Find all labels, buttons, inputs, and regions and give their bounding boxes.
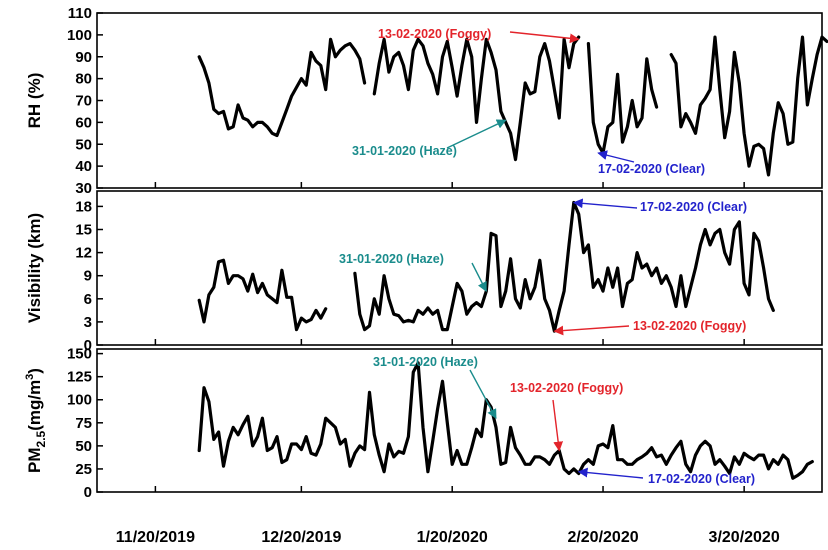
annotation-arrow [471,262,487,292]
annotation-label: 13-02-2020 (Foggy) [510,381,623,395]
series-line-segment-2 [353,200,775,333]
y-tick-label: 6 [84,291,92,308]
annotation-label: 31-01-2020 (Haze) [339,252,444,266]
annotation-arrow [572,198,638,209]
y-tick-label: 60 [75,114,92,131]
series-line-segment-1 [197,37,367,138]
panel-2: 0 3 6 9 12 15 18 Visibility (km) 17-02-2020 (Cle… [25,190,823,354]
y-tick-label: 150 [67,346,92,363]
annotation-arrow [446,119,507,149]
y-tick-label: 110 [68,5,92,22]
y-tick-label: 100 [67,27,92,44]
series-line-segment-3 [586,41,659,155]
y-tick-label: 50 [75,136,92,153]
x-tick-label: 1/20/2020 [417,529,488,546]
annotation-label: 17-02-2020 (Clear) [648,472,755,486]
y-tick-label: 12 [75,245,92,262]
series-line-segment-1 [197,258,328,332]
y-tick-label: 125 [67,369,92,386]
y-tick-label: 3 [84,314,92,331]
y-tick-label: 0 [84,337,92,354]
y-tick-label: 90 [75,49,92,66]
y-tick-label: 9 [84,268,92,285]
y-tick-label: 70 [75,93,92,110]
annotation-label: 31-01-2020 (Haze) [352,144,457,158]
panel-1: 30 40 50 60 70 80 90 100 110 RH (%) 13-02-2020 (Fo… [25,5,828,197]
y-tick-label: 75 [75,415,92,432]
annotation-label: 17-02-2020 (Clear) [640,200,747,214]
annotation-arrow [469,369,497,420]
annotation-arrow [577,467,644,479]
series-line-segment-2 [372,35,581,162]
y-axis-label: Visibility (km) [25,213,44,323]
x-axis: 11/20/2019 12/20/2019 1/20/2020 2/20/2020 3/… [116,529,780,546]
annotation-label: 17-02-2020 (Clear) [598,162,705,176]
x-tick-label: 2/20/2020 [567,529,638,546]
series-line-segment-4 [669,35,828,177]
annotation-label: 13-02-2020 (Foggy) [378,27,491,41]
annotation-label: 13-02-2020 (Foggy) [633,319,746,333]
annotation-arrow [552,399,564,452]
panel-3: 0 25 50 75 100 125 150 PM2.5(mg/m3) 31-01-2020 (… [24,346,823,501]
annotation-arrow [553,325,630,336]
y-tick-label: 100 [67,392,92,409]
y-axis-label: PM2.5(mg/m3) [24,368,48,473]
y-tick-label: 30 [75,180,92,197]
annotation-arrow [597,150,635,163]
y-tick-label: 0 [84,484,92,501]
panel-frame [96,348,823,493]
annotation-arrow [509,31,580,44]
y-axis-label: RH (%) [25,73,44,129]
annotation-label: 31-01-2020 (Haze) [373,355,478,369]
series-line-segment-1 [197,361,814,480]
y-tick-label: 18 [75,198,92,215]
x-tick-label: 11/20/2019 [116,529,195,546]
y-tick-label: 25 [75,461,92,478]
y-tick-label: 50 [75,438,92,455]
y-tick-label: 80 [75,71,92,88]
y-tick-label: 40 [75,158,92,175]
y-tick-label: 15 [75,222,92,239]
x-tick-label: 3/20/2020 [709,529,780,546]
panel-frame [96,190,823,346]
x-tick-label: 12/20/2019 [261,529,341,546]
